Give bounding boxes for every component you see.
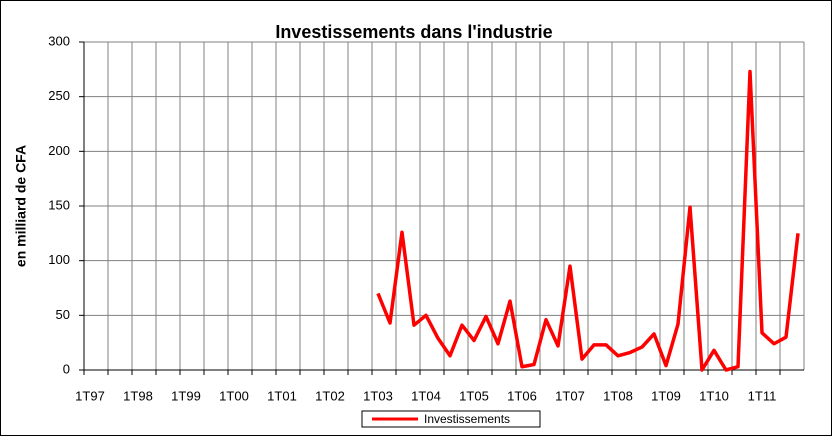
x-tick-label: 1T02 — [315, 388, 345, 403]
y-tick-label: 250 — [48, 88, 70, 103]
x-tick-label: 1T07 — [555, 388, 585, 403]
y-tick-label: 0 — [63, 361, 70, 376]
x-tick-label: 1T11 — [748, 388, 777, 403]
x-tick-label: 1T98 — [123, 388, 153, 403]
series-line — [376, 69, 800, 372]
x-tick-label: 1T00 — [219, 388, 249, 403]
x-tick-label: 1T10 — [699, 388, 729, 403]
chart-title: Investissements dans l'industrie — [275, 22, 552, 42]
x-tick-label: 1T03 — [363, 388, 393, 403]
x-tick-label: 1T97 — [75, 388, 105, 403]
x-tick-label: 1T08 — [603, 388, 633, 403]
x-tick-label: 1T01 — [267, 388, 297, 403]
y-tick-label: 100 — [48, 252, 70, 267]
x-tick-label: 1T04 — [411, 388, 441, 403]
x-tick-label: 1T09 — [651, 388, 681, 403]
x-tick-label: 1T06 — [507, 388, 537, 403]
y-tick-label: 300 — [48, 33, 70, 48]
y-tick-label: 50 — [56, 307, 70, 322]
y-tick-label: 150 — [48, 197, 70, 212]
y-axis-label: en milliard de CFA — [13, 145, 29, 267]
x-tick-label: 1T05 — [459, 388, 489, 403]
x-tick-label: 1T99 — [171, 388, 201, 403]
legend-label: Investissements — [424, 412, 510, 426]
legend-box — [361, 410, 541, 428]
y-tick-label: 200 — [48, 143, 70, 158]
